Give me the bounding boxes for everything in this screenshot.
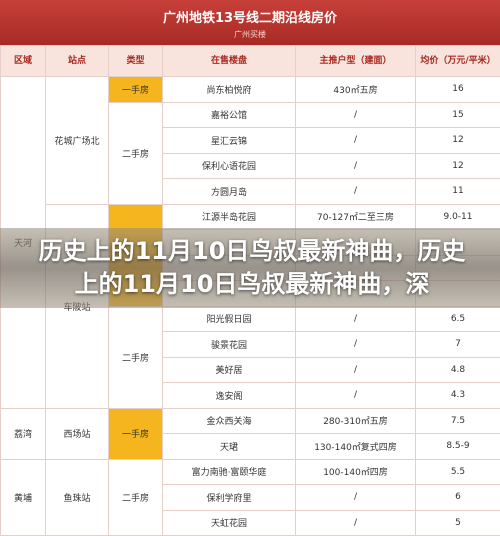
price-cell: 12 <box>415 127 500 154</box>
layout-cell: / <box>295 331 416 358</box>
price-cell: 9.0-11 <box>415 203 500 230</box>
layout-cell: / <box>295 127 416 154</box>
property-cell: 美好居 <box>162 356 296 383</box>
price-cell: 8.5-9 <box>415 433 500 460</box>
layout-cell: / <box>295 152 416 179</box>
table-row: 二手房 阳光假日园/6.5 <box>1 305 500 409</box>
type-cell: 二手房 <box>108 458 163 536</box>
price-cell: 11 <box>415 178 500 205</box>
price-cell: 6.5 <box>415 305 500 332</box>
layout-cell: / <box>295 356 416 383</box>
title-bar: 广州地铁13号线二期沿线房价 广州买楼 <box>0 0 500 45</box>
price-cell: 4.3 <box>415 382 500 409</box>
banner-text: 历史上的11月10日鸟叔最新神曲，历史上的11月10日鸟叔最新神曲，深 <box>38 237 466 298</box>
price-cell: 4.8 <box>415 356 500 383</box>
property-cell: 阳光假日园 <box>162 305 296 332</box>
column-header: 在售楼盘 <box>162 45 296 77</box>
property-cell: 星汇云锦 <box>162 127 296 154</box>
table-row: 星汇云锦/12 <box>1 127 500 154</box>
layout-cell: / <box>295 484 416 511</box>
type-cell: 二手房 <box>108 305 163 409</box>
property-cell: 天虹花园 <box>162 509 296 536</box>
price-cell: 7 <box>415 331 500 358</box>
column-header: 区域 <box>0 45 46 77</box>
table-row: 荔湾 西场站 一手房 金众西关海 280-310㎡五房 7.5 <box>0 407 500 460</box>
property-cell: 保利学府里 <box>162 484 296 511</box>
property-cell: 逸安阁 <box>162 382 296 409</box>
subtitle: 广州买楼 <box>234 30 266 39</box>
price-cell: 5 <box>415 509 500 536</box>
station-cell: 西场站 <box>45 407 109 460</box>
table-row: 天虹花园/5 <box>1 509 500 536</box>
table-row: 逸安阁/4.3 <box>1 382 500 409</box>
layout-cell: 130-140㎡复式四房 <box>295 433 416 460</box>
title: 广州地铁13号线二期沿线房价 <box>162 11 338 26</box>
property-cell: 江源半岛花园 <box>162 203 296 230</box>
type-cell: 一手房 <box>108 407 163 460</box>
price-cell: 15 <box>415 101 500 128</box>
column-header: 站点 <box>45 45 109 77</box>
table-row: 二手房 嘉裕公馆/15 <box>1 101 500 205</box>
property-cell: 保利心语花园 <box>162 152 296 179</box>
header-row: 区域 站点 类型 在售楼盘 主推户型（建面） 均价（万元/平米） <box>0 45 500 77</box>
station-cell: 鱼珠站 <box>45 458 109 536</box>
table-row: 美好居/4.8 <box>1 356 500 383</box>
price-cell: 5.5 <box>415 458 500 485</box>
property-cell: 骏景花园 <box>162 331 296 358</box>
property-cell: 方圆月岛 <box>162 178 296 205</box>
price-cell: 16 <box>415 76 500 103</box>
layout-cell: / <box>295 101 416 128</box>
table-row: 保利学府里/6 <box>1 484 500 511</box>
property-cell: 金众西关海 <box>162 407 296 434</box>
property-cell: 富力南驰·富颐华庭 <box>162 458 296 485</box>
area-cell: 荔湾 <box>0 407 46 460</box>
table-row: 骏景花园/7 <box>1 331 500 358</box>
property-cell: 天珺 <box>162 433 296 460</box>
table-row: 黄埔 鱼珠站 二手房 富力南驰·富颐华庭 100-140㎡四房 5.5 <box>0 458 500 536</box>
column-header: 类型 <box>108 45 163 77</box>
layout-cell: / <box>295 382 416 409</box>
property-cell: 嘉裕公馆 <box>162 101 296 128</box>
layout-cell: / <box>295 305 416 332</box>
layout-cell: / <box>295 178 416 205</box>
type-cell: 一手房 <box>108 76 163 103</box>
column-header: 主推户型（建面） <box>295 45 416 77</box>
table-row: 天河花城广场北一手房尚东柏悦府430㎡五房16 <box>0 76 500 409</box>
layout-cell: 70-127㎡二至三房 <box>295 203 416 230</box>
type-cell: 二手房 <box>108 101 163 205</box>
layout-cell: 100-140㎡四房 <box>295 458 416 485</box>
area-cell: 黄埔 <box>0 458 46 536</box>
layout-cell: 280-310㎡五房 <box>295 407 416 434</box>
price-cell: 6 <box>415 484 500 511</box>
column-header: 均价（万元/平米） <box>415 45 500 77</box>
price-cell: 12 <box>415 152 500 179</box>
station-cell: 花城广场北 <box>45 76 109 205</box>
price-cell: 7.5 <box>415 407 500 434</box>
layout-cell: 430㎡五房 <box>295 76 416 103</box>
overlay-banner: 历史上的11月10日鸟叔最新神曲，历史上的11月10日鸟叔最新神曲，深 <box>0 228 500 308</box>
layout-cell: / <box>295 509 416 536</box>
property-cell: 尚东柏悦府 <box>162 76 296 103</box>
